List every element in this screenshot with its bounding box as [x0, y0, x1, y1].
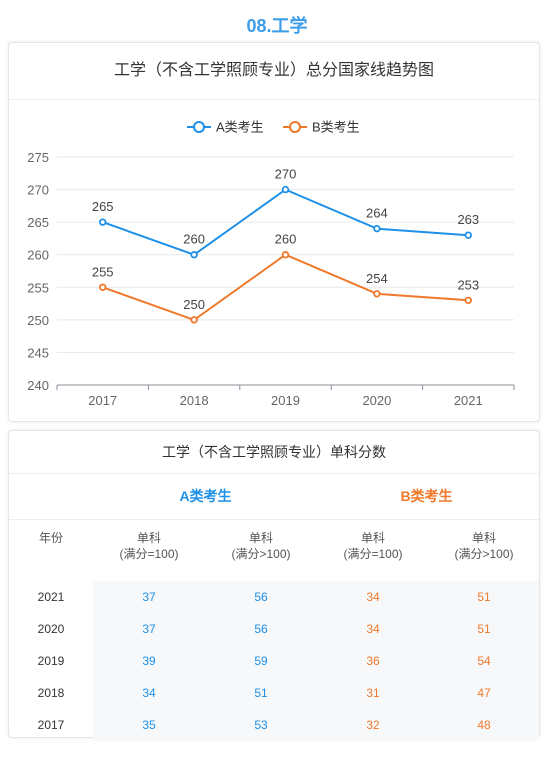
legend-label: B类考生: [312, 120, 360, 135]
data-label: 255: [92, 264, 114, 279]
data-point: [464, 231, 472, 239]
header-year: 年份: [38, 531, 63, 545]
x-tick-label: 2018: [180, 393, 209, 408]
cell-a-over: 56: [205, 613, 317, 645]
y-tick-label: 245: [27, 345, 49, 360]
y-tick-label: 275: [27, 150, 49, 165]
data-label: 263: [457, 212, 479, 227]
cell-b-over: 47: [429, 677, 539, 709]
data-point: [190, 316, 198, 324]
cell-year: 2017: [37, 718, 65, 732]
table-row: 2020 37 56 34 51: [9, 613, 539, 645]
cell-b-100: 34: [317, 581, 429, 613]
cell-year: 2021: [37, 590, 65, 604]
cell-a-100: 37: [93, 581, 205, 613]
header-b-over: 单科 (满分>100): [429, 530, 539, 562]
data-label: 253: [457, 277, 479, 292]
cell-a-100: 39: [93, 645, 205, 677]
header-b-100: 单科 (满分=100): [317, 530, 429, 562]
y-tick-label: 265: [27, 215, 49, 230]
data-label: 265: [92, 199, 114, 214]
cell-b-100: 31: [317, 677, 429, 709]
table-header-row: 年份 单科 (满分=100) 单科 (满分>100) 单科 (满分=100) 单…: [9, 519, 539, 580]
data-point: [281, 185, 290, 194]
x-tick-label: 2021: [454, 393, 483, 408]
cell-b-over: 54: [429, 645, 539, 677]
header-b-100-line2: (满分=100): [343, 547, 403, 561]
header-a-over: 单科 (满分>100): [205, 530, 317, 562]
cell-a-over: 53: [205, 709, 317, 741]
y-tick-label: 250: [27, 313, 49, 328]
table-body: 2021 37 56 34 51 2020 37 56 34 51 2019 3…: [9, 581, 539, 741]
data-point: [98, 283, 107, 291]
score-table-card: 工学（不含工学照顾专业）单科分数 A类考生 B类考生 年份 单科 (满分=100…: [8, 430, 540, 741]
cell-year: 2019: [37, 654, 65, 668]
cell-year: 2018: [37, 686, 65, 700]
chart-card: 工学（不含工学照顾专业）总分国家线趋势图 275 270 265 260 255 250 2…: [8, 42, 540, 422]
x-tick-label: 2019: [271, 393, 300, 408]
cell-b-over: 48: [429, 709, 539, 741]
data-point: [190, 251, 198, 259]
data-label: 270: [275, 167, 297, 182]
table-row: 2017 35 53 32 48: [9, 709, 539, 741]
table-row: 2019 39 59 36 54: [9, 645, 539, 677]
line-chart: 275 270 265 260 255 250 245 240 2017 2018 2019 2020…: [27, 120, 515, 408]
header-a-100-line1: 单科: [136, 531, 161, 545]
table-row: 2018 34 51 31 47: [9, 677, 539, 709]
header-b-100-line1: 单科: [360, 531, 385, 545]
data-label: 254: [366, 271, 388, 286]
header-b-over-line1: 单科: [471, 531, 496, 545]
header-a-100: 单科 (满分=100): [93, 530, 205, 562]
y-tick-label: 270: [27, 183, 49, 198]
data-point: [373, 224, 381, 233]
legend-label: A类考生: [216, 120, 264, 135]
data-label: 260: [183, 232, 205, 247]
chart-title: 工学（不含工学照顾专业）总分国家线趋势图: [9, 43, 539, 100]
cell-a-over: 56: [205, 581, 317, 613]
data-point: [373, 290, 381, 298]
x-tick-label: 2017: [88, 393, 117, 408]
cell-a-over: 51: [205, 677, 317, 709]
cell-a-100: 34: [93, 677, 205, 709]
data-label: 264: [366, 206, 388, 221]
legend-marker: [193, 121, 205, 133]
data-point: [98, 218, 107, 226]
cell-b-over: 51: [429, 581, 539, 613]
header-b-over-line2: (满分>100): [454, 547, 514, 561]
y-tick-label: 240: [27, 378, 49, 393]
cell-a-100: 37: [93, 613, 205, 645]
data-point: [281, 251, 290, 259]
header-a-100-line2: (满分=100): [119, 547, 179, 561]
group-a-header: A类考生: [179, 488, 232, 504]
cell-year: 2020: [37, 622, 65, 636]
legend-marker: [289, 121, 301, 133]
cell-b-100: 36: [317, 645, 429, 677]
x-tick-label: 2020: [362, 393, 391, 408]
header-a-over-line1: 单科: [248, 531, 273, 545]
table-title: 工学（不含工学照顾专业）单科分数: [9, 431, 539, 474]
table-row: 2021 37 56 34 51: [9, 581, 539, 613]
data-label: 260: [275, 232, 297, 247]
cell-b-100: 34: [317, 613, 429, 645]
cell-a-100: 35: [93, 709, 205, 741]
y-tick-label: 255: [27, 280, 49, 295]
cell-b-100: 32: [317, 709, 429, 741]
cell-a-over: 59: [205, 645, 317, 677]
data-label: 250: [183, 297, 205, 312]
cell-b-over: 51: [429, 613, 539, 645]
data-point: [464, 296, 472, 305]
y-tick-label: 260: [27, 248, 49, 263]
header-a-over-line2: (满分>100): [231, 547, 291, 561]
group-b-header: B类考生: [400, 488, 453, 504]
section-title: 08.工学: [246, 16, 308, 36]
